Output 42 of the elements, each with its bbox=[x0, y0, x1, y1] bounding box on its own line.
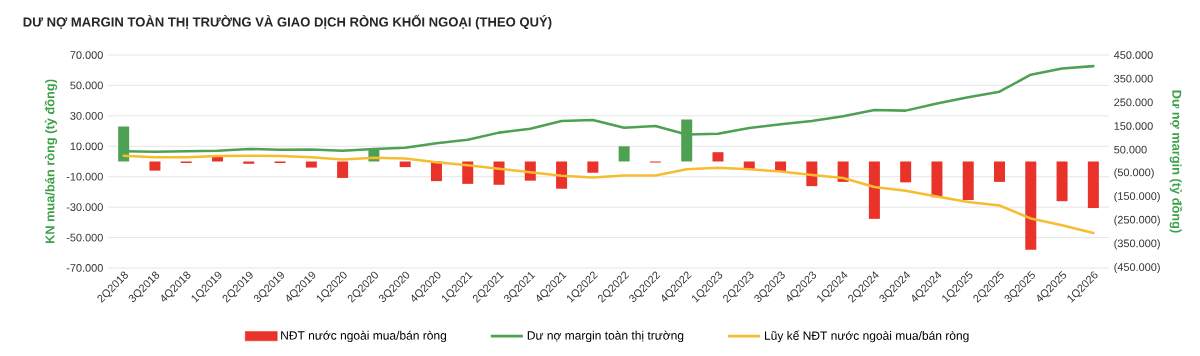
bar bbox=[149, 161, 161, 171]
y-tick-label: 10.000 bbox=[70, 142, 103, 151]
chart-title: DƯ NỢ MARGIN TOÀN THỊ TRƯỜNG VÀ GIAO DỊCH RÒNG KHỐI NGOẠI (THEO QUÝ) bbox=[23, 14, 552, 30]
y2-tick-label: 50.000 bbox=[1114, 145, 1147, 154]
bar bbox=[868, 161, 880, 219]
legend-label: Lũy kế NĐT nước ngoài mua/bán ròng bbox=[765, 330, 969, 343]
y2-tick-label: 350.000 bbox=[1114, 74, 1153, 83]
y2-tick-label: (150.000) bbox=[1114, 191, 1160, 203]
bar bbox=[931, 161, 943, 198]
y2-tick-label: (450.000) bbox=[1114, 262, 1160, 274]
legend-label: NĐT nước ngoài mua/bán ròng bbox=[281, 330, 447, 343]
y2-tick-label: (250.000) bbox=[1114, 215, 1160, 226]
bar bbox=[994, 161, 1006, 182]
y-tick-label: -70.000 bbox=[66, 264, 103, 272]
y-tick-label: -30.000 bbox=[66, 203, 103, 211]
y-axis-title: KN mua/bán ròng (tỷ đồng) bbox=[44, 79, 58, 244]
bar bbox=[337, 161, 349, 178]
y-tick-label: -10.000 bbox=[66, 172, 103, 181]
bar bbox=[305, 161, 317, 168]
legend-label: Dư nợ margin toàn thị trường bbox=[527, 330, 684, 343]
y2-tick-label: (50.000) bbox=[1114, 168, 1154, 179]
y2-axis-title: Dư nợ margin (tỷ đồng) bbox=[1169, 90, 1183, 233]
bar bbox=[243, 161, 255, 164]
bar bbox=[1025, 161, 1037, 250]
y2-tick-label: 250.000 bbox=[1114, 98, 1153, 107]
bar bbox=[1087, 161, 1099, 209]
bar bbox=[712, 152, 724, 162]
bar bbox=[399, 161, 411, 168]
bar bbox=[900, 161, 912, 183]
y2-tick-label: 150.000 bbox=[1114, 122, 1153, 130]
y-tick-label: 70.000 bbox=[70, 51, 103, 59]
line-series bbox=[122, 154, 1095, 235]
bar bbox=[962, 161, 974, 200]
y2-tick-label: (350.000) bbox=[1114, 239, 1160, 250]
bar bbox=[587, 161, 599, 173]
y-tick-label: -50.000 bbox=[66, 233, 103, 242]
bar bbox=[618, 146, 630, 162]
bar bbox=[556, 161, 568, 189]
bar bbox=[1056, 161, 1068, 202]
y-tick-label: 30.000 bbox=[70, 111, 103, 120]
y-tick-label: 50.000 bbox=[70, 81, 103, 90]
y2-tick-label: 450.000 bbox=[1113, 51, 1153, 59]
